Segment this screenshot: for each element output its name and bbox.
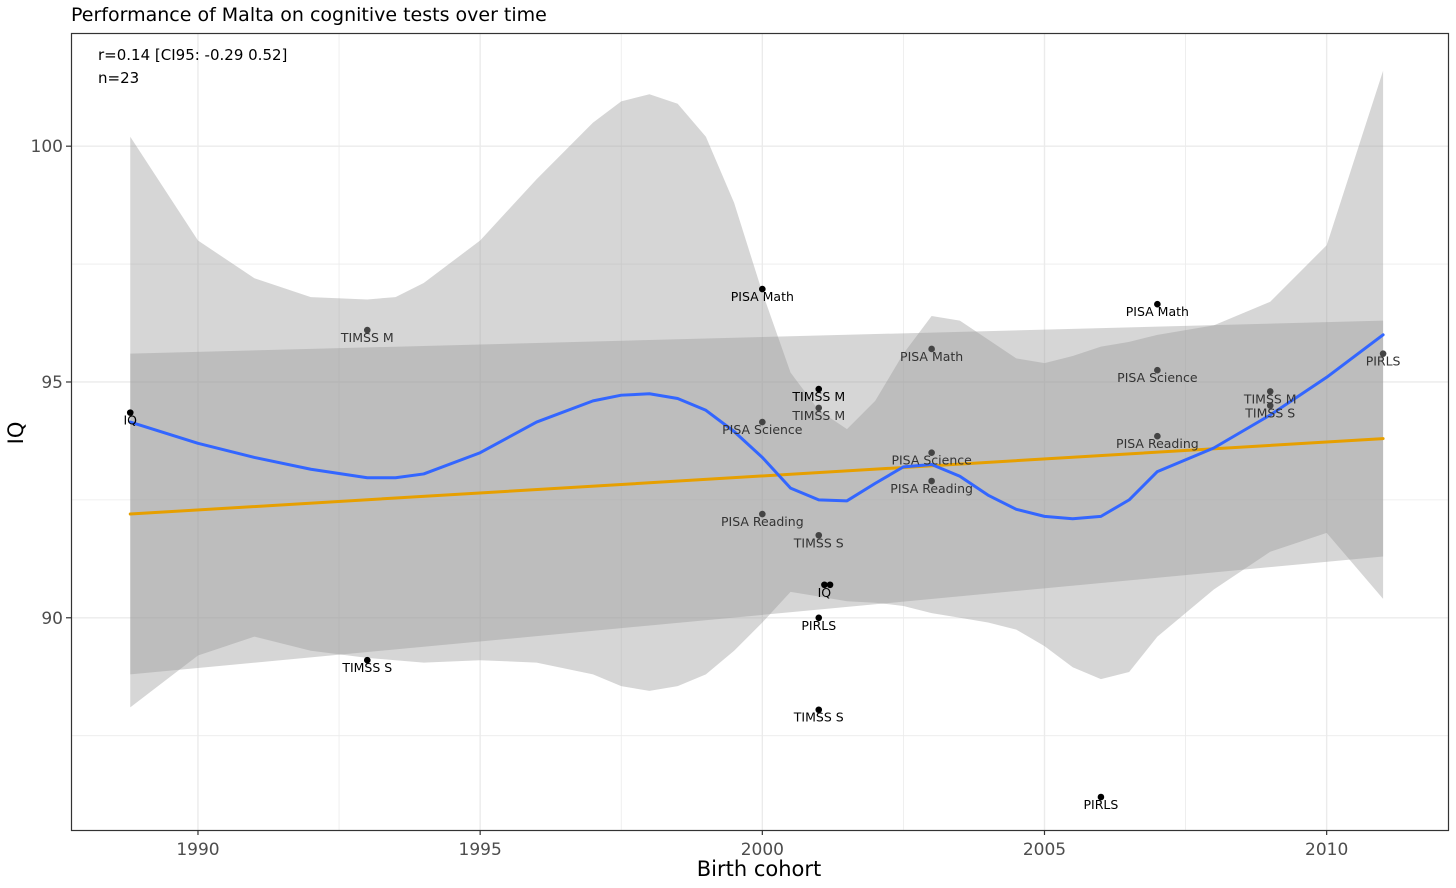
x-tick-label: 1995	[459, 840, 502, 860]
point-label: PISA Math	[900, 349, 963, 364]
point-label: PIRLS	[1366, 354, 1401, 369]
point-label: TIMSS M	[791, 408, 845, 423]
point-label: TIMSS M	[791, 389, 845, 404]
data-points	[126, 285, 1387, 801]
x-tick-label: 2005	[1023, 840, 1066, 860]
data-point	[1266, 388, 1274, 395]
point-label: PISA Science	[891, 453, 972, 468]
data-point	[928, 477, 935, 485]
point-label: PISA Reading	[890, 481, 973, 496]
grid	[71, 33, 1448, 830]
data-point	[1154, 300, 1161, 308]
y-axis-title: IQ	[4, 422, 28, 445]
data-point	[1154, 432, 1161, 440]
y-tick-label: 95	[41, 373, 63, 393]
data-point	[363, 326, 371, 334]
data-point	[1097, 793, 1105, 801]
data-point	[821, 581, 828, 589]
y-tick-label: 90	[41, 609, 63, 629]
point-label: PIRLS	[801, 618, 836, 633]
x-tick-label: 1990	[176, 840, 219, 860]
panel-border	[70, 32, 1450, 832]
data-point	[928, 345, 935, 353]
data-point	[126, 409, 134, 416]
data-point	[826, 581, 834, 589]
data-point	[1379, 350, 1387, 357]
data-point	[759, 285, 766, 293]
point-label: IQ	[818, 585, 832, 600]
fit-lines	[128, 333, 1385, 521]
smooth-fit-line	[128, 333, 1385, 521]
sample-size-annotation: n=23	[98, 69, 139, 87]
point-label: PISA Math	[731, 289, 794, 304]
x-axis-title: Birth cohort	[697, 857, 822, 881]
data-point	[363, 656, 371, 664]
confidence-ribbons	[130, 70, 1384, 708]
point-label: TIMSS M	[340, 330, 394, 345]
data-point	[815, 385, 823, 393]
data-point	[1154, 366, 1161, 374]
point-label: TIMSS S	[793, 710, 844, 725]
linear-fit-line	[128, 437, 1385, 516]
point-label: PISA Reading	[1116, 436, 1199, 451]
data-point	[815, 614, 823, 622]
point-label: PISA Reading	[721, 514, 804, 529]
y-tick-label: 100	[31, 137, 63, 157]
smooth-confidence-ribbon	[130, 70, 1384, 708]
point-label: PISA Math	[1126, 304, 1189, 319]
point-label: TIMSS S	[793, 535, 844, 550]
data-point	[815, 531, 823, 539]
chart-title: Performance of Malta on cognitive tests …	[71, 4, 547, 26]
data-point	[759, 510, 766, 518]
point-label: TIMSS S	[341, 660, 392, 675]
point-label: PISA Science	[722, 422, 803, 437]
axes: 1990 1995 2000 2005 2010 90 95 100	[31, 137, 1349, 860]
point-label: PIRLS	[1084, 797, 1119, 812]
point-label: IQ	[123, 413, 137, 428]
point-label: TIMSS S	[1244, 406, 1295, 421]
data-point	[759, 418, 766, 426]
data-point	[815, 404, 823, 412]
x-tick-label: 2000	[741, 840, 784, 860]
data-point	[815, 706, 823, 714]
data-point	[928, 449, 935, 457]
data-point	[1266, 402, 1274, 409]
x-tick-label: 2010	[1305, 840, 1348, 860]
point-label: PISA Science	[1117, 370, 1198, 385]
linear-confidence-ribbon	[130, 320, 1384, 675]
point-label: TIMSS M	[1243, 391, 1297, 406]
correlation-annotation: r=0.14 [CI95: -0.29 0.52]	[98, 46, 287, 64]
